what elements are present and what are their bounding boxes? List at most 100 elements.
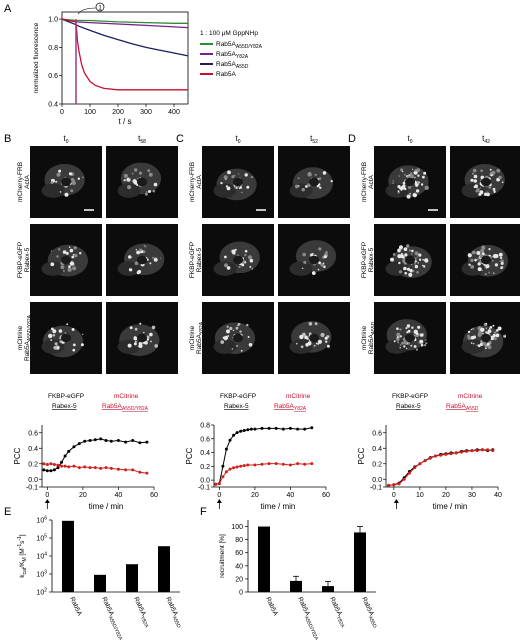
fluorescent-spot <box>72 348 76 352</box>
fluorescent-spot <box>468 263 471 266</box>
nucleus <box>480 255 492 265</box>
fluorescent-spot <box>420 343 424 347</box>
fluorescent-spot <box>244 261 247 264</box>
fluorescent-spot <box>56 172 61 177</box>
data-point <box>228 467 232 471</box>
fluorescent-spot <box>57 248 61 251</box>
fluorescent-spot <box>414 251 419 256</box>
fluorescent-spot <box>231 348 234 350</box>
fluorescent-spot <box>230 250 232 252</box>
data-point <box>88 466 92 470</box>
fluorescent-spot <box>406 267 411 271</box>
category-label: Rab5AA55D/Y82A <box>294 596 322 640</box>
fluorescent-spot <box>249 258 254 263</box>
fluorescent-spot <box>406 324 411 328</box>
fluorescent-spot <box>487 345 492 350</box>
fluorescent-spot <box>397 248 401 253</box>
y-tick-label: 0.2 <box>28 461 38 468</box>
fluorescent-spot <box>50 250 53 252</box>
data-point <box>274 462 278 466</box>
data-point <box>239 429 243 433</box>
fluorescent-spot <box>153 182 158 187</box>
fluorescent-spot <box>415 189 420 193</box>
fluorescent-spot <box>405 327 408 330</box>
fluorescent-spot <box>476 344 479 347</box>
fluorescent-spot <box>50 181 54 185</box>
data-point <box>423 459 427 463</box>
panel-letter-c: C <box>176 133 184 145</box>
fluorescent-spot <box>71 328 75 331</box>
data-point <box>77 466 81 470</box>
fluorescent-spot <box>241 263 245 267</box>
fluorescent-spot <box>481 269 484 272</box>
data-point <box>249 427 253 431</box>
data-point <box>42 462 46 466</box>
fluorescent-spot <box>307 172 312 177</box>
data-point <box>267 462 271 466</box>
legend-label-donor: FKBP-eGFP <box>48 393 84 400</box>
data-point <box>253 463 257 467</box>
fluorescent-spot <box>477 262 481 266</box>
fluorescent-spot <box>396 336 399 339</box>
nucleus <box>136 333 148 343</box>
fluorescent-spot <box>322 262 325 265</box>
fluorescent-spot <box>488 185 492 189</box>
data-point <box>434 454 437 458</box>
fluorescent-spot <box>238 265 241 269</box>
data-point <box>116 439 120 442</box>
fluorescent-spot <box>237 173 240 175</box>
fluorescent-spot <box>490 174 493 177</box>
fluorescent-spot <box>477 267 482 272</box>
cell-extension <box>41 261 65 276</box>
fluorescent-spot <box>409 174 414 179</box>
row-label-protein: mCitrine <box>361 326 368 351</box>
nucleus <box>480 333 492 343</box>
fluorescent-spot <box>72 343 76 347</box>
fluorescent-spot <box>295 342 298 345</box>
y-tick-label: 80 <box>235 537 243 544</box>
nucleus <box>404 255 416 265</box>
category-label: Rab5A <box>264 596 279 618</box>
nucleus <box>60 177 72 187</box>
category-label: Rab5AY82A <box>130 596 152 630</box>
fluorescent-spot <box>467 253 472 258</box>
cell-extension <box>41 183 65 198</box>
fluorescent-spot <box>403 266 407 271</box>
y-tick-label: 102 <box>36 588 47 597</box>
fluorescent-spot <box>467 336 472 340</box>
fluorescent-spot <box>473 174 478 179</box>
cell-extension <box>117 183 141 198</box>
chart-a-series <box>61 18 189 104</box>
y-tick-label: 0.6 <box>372 430 382 437</box>
fluorescent-spot <box>241 191 243 194</box>
fluorescent-spot <box>71 255 75 259</box>
y-tick-label: 0.4 <box>28 446 38 453</box>
fluorescent-spot <box>418 258 422 261</box>
fluorescent-spot <box>484 345 488 348</box>
fluorescent-spot <box>470 258 474 262</box>
row-label-protein: FKBP-eGFP <box>361 242 368 278</box>
fluorescent-spot <box>308 332 312 336</box>
fluorescent-spot <box>48 333 53 339</box>
y-tick-label: 0 <box>239 590 243 597</box>
nucleus <box>60 333 72 343</box>
fluorescent-spot <box>250 176 253 179</box>
fluorescent-spot <box>244 253 247 257</box>
fluorescent-spot <box>472 335 476 339</box>
fluorescent-spot <box>396 327 399 331</box>
fluorescent-spot <box>414 176 416 179</box>
x-tick-label: 400 <box>168 109 180 116</box>
data-point <box>83 465 87 469</box>
fluorescent-spot <box>123 173 128 178</box>
data-point <box>486 448 490 452</box>
fluorescent-spot <box>495 333 500 338</box>
fluorescent-spot <box>58 169 62 173</box>
fluorescent-spot <box>52 329 57 334</box>
legend-entry: Rab5AY82A <box>216 51 249 60</box>
y-tick-label: 0.8 <box>48 45 58 52</box>
fluorescent-spot <box>299 334 304 340</box>
fluorescent-spot <box>137 345 139 347</box>
fluorescent-spot <box>323 255 327 259</box>
fluorescent-spot <box>152 256 154 259</box>
data-point <box>296 462 300 466</box>
